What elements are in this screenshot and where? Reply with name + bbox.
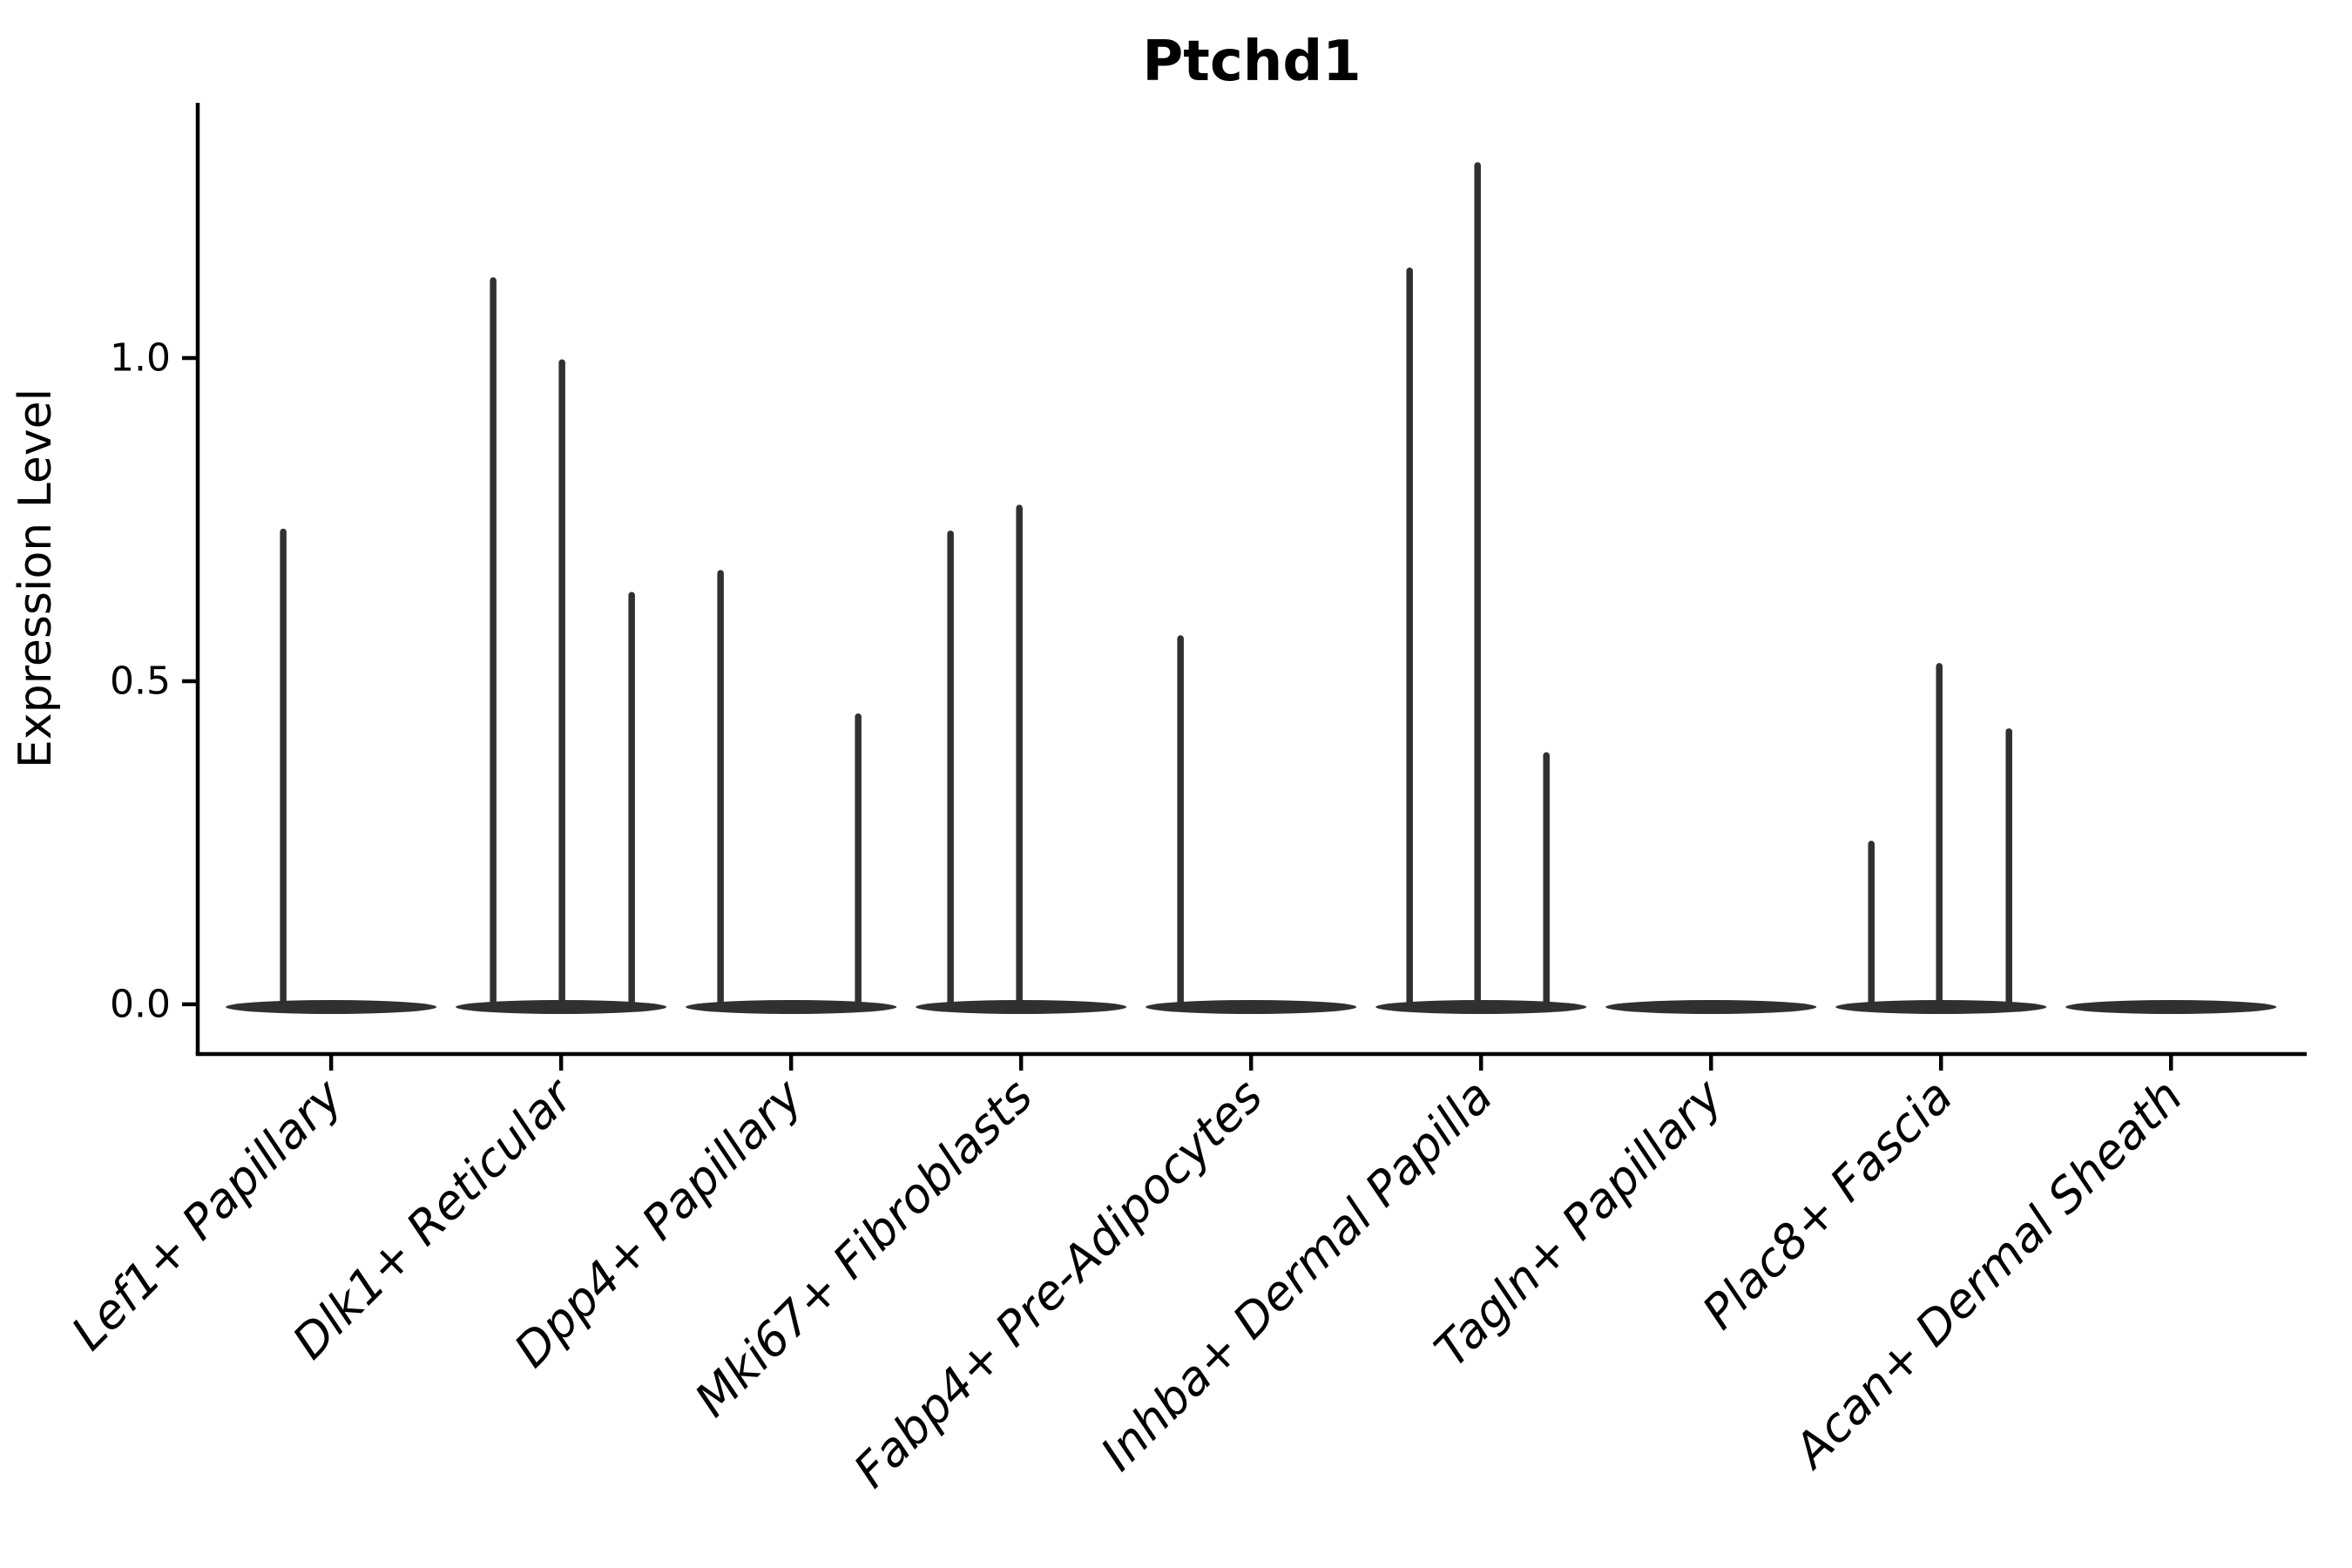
violin-base [1146, 1000, 1357, 1014]
x-tick-label: Acan+ Dermal Sheath [1781, 1069, 2193, 1480]
violin-base [1375, 1000, 1587, 1014]
y-tick-label: 1.0 [110, 336, 171, 381]
violin-base [226, 1000, 437, 1014]
violin-base [1605, 1000, 1817, 1014]
x-tick-label: Plac8+ Fascia [1692, 1069, 1963, 1340]
y-axis-label: Expression Level [10, 389, 62, 768]
x-tick-label: Fabp4+ Pre-Adipocytes [843, 1069, 1273, 1498]
chart-title: Ptchd1 [1142, 30, 1361, 94]
x-tick-label: Inhba+ Dermal Papilla [1091, 1069, 1504, 1482]
violin-base [686, 1000, 897, 1014]
y-tick-label: 0.0 [110, 982, 171, 1026]
violin-base [2065, 1000, 2277, 1014]
y-axis-ticks: 0.0 0.5 1.0 [110, 336, 198, 1026]
violins-layer [226, 162, 2277, 1014]
y-tick-label: 0.5 [110, 659, 171, 703]
